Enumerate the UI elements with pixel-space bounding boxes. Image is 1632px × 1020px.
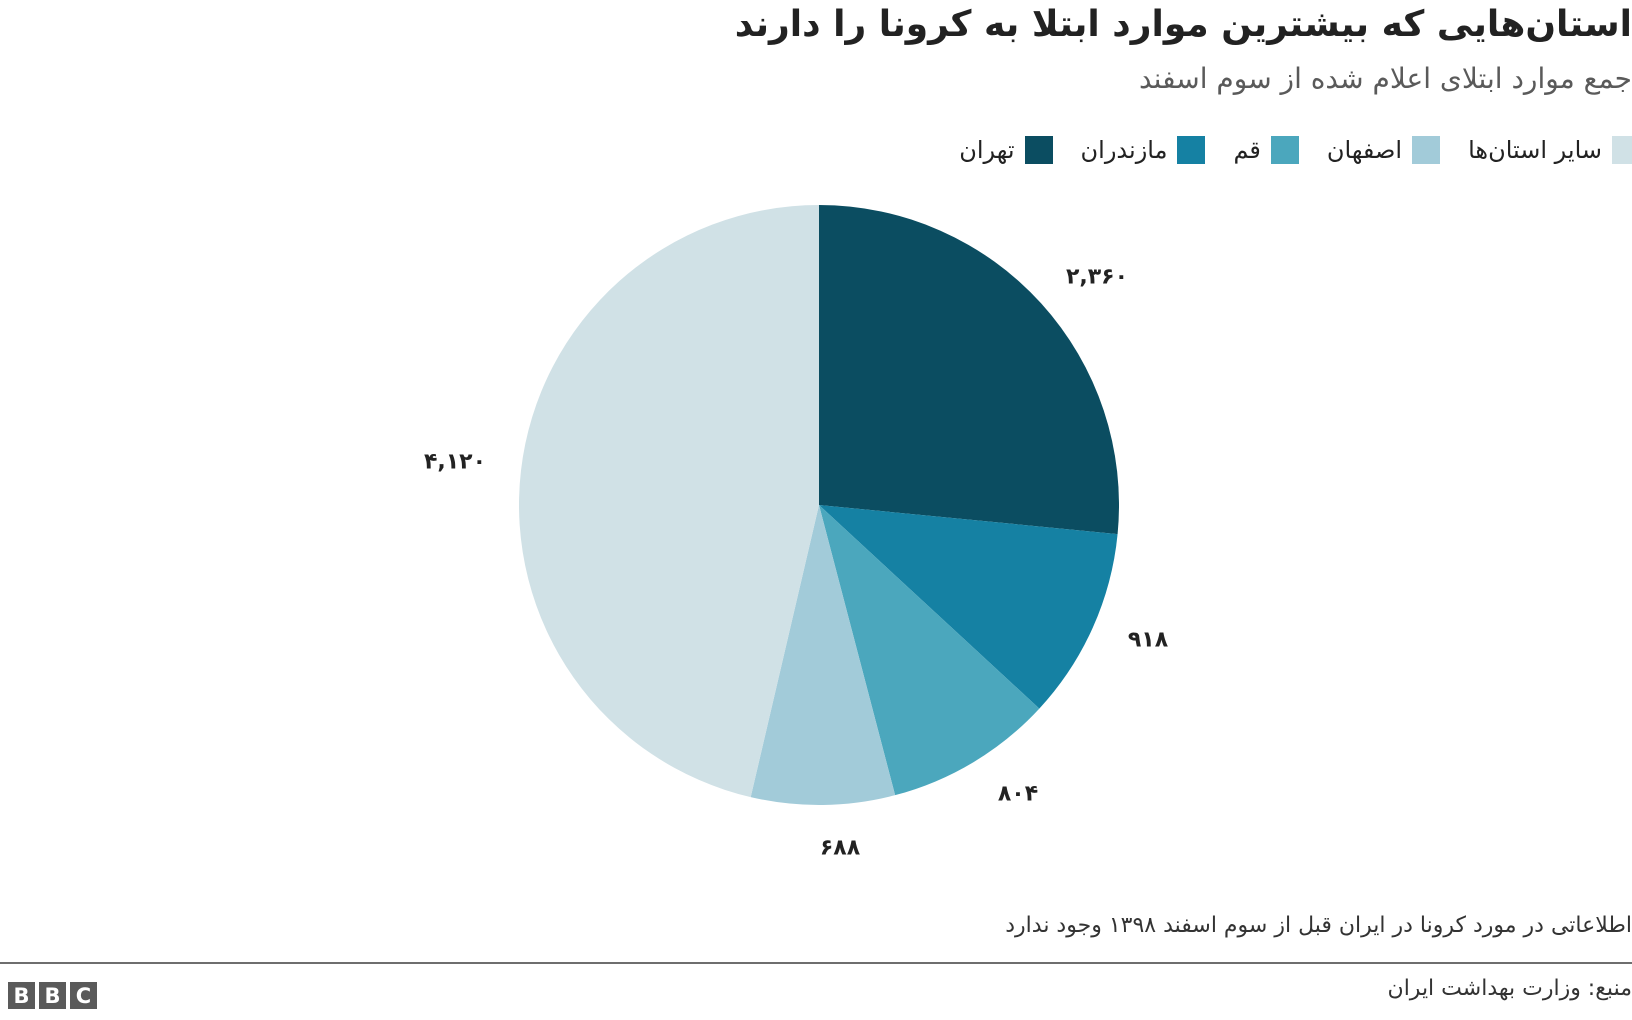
- legend-item-isfahan: اصفهان: [1326, 136, 1441, 164]
- legend-swatch-isfahan: [1412, 136, 1441, 164]
- bbc-logo: B B C: [8, 982, 97, 1009]
- chart-title: استان‌هایی که بیشترین موارد ابتلا به کرو…: [734, 4, 1632, 45]
- slice-label-isfahan: ۶۸۸: [819, 835, 861, 861]
- legend-swatch-tehran: [1024, 136, 1053, 164]
- slice-label-tehran: ۲,۳۶۰: [1065, 264, 1129, 290]
- pie-chart: ۲,۳۶۰ ۹۱۸ ۸۰۴ ۶۸۸ ۴,۱۲۰: [423, 205, 1169, 861]
- legend-swatch-others: [1612, 136, 1632, 164]
- pie-slice: [750, 505, 896, 806]
- pie-slice: [819, 505, 1040, 796]
- legend: سایر استان‌ها اصفهان قم مازندران تهران: [959, 136, 1632, 164]
- pie-slice: [819, 505, 1118, 709]
- footnote: اطلاعاتی در مورد کرونا در ایران قبل از س…: [1005, 913, 1632, 938]
- slice-label-others: ۴,۱۲۰: [423, 449, 487, 475]
- pie-slice: [819, 205, 1119, 535]
- pie-svg: [518, 205, 1119, 806]
- legend-item-tehran: تهران: [959, 136, 1053, 164]
- legend-swatch-mazandaran: [1177, 136, 1206, 164]
- bbc-logo-c: C: [70, 982, 97, 1009]
- bbc-logo-b2: B: [39, 982, 66, 1009]
- legend-label-isfahan: اصفهان: [1326, 136, 1403, 164]
- legend-label-others: سایر استان‌ها: [1468, 136, 1602, 164]
- legend-item-others: سایر استان‌ها: [1468, 136, 1632, 164]
- legend-swatch-qom: [1270, 136, 1299, 164]
- pie-slice: [518, 205, 819, 798]
- legend-label-qom: قم: [1233, 136, 1261, 164]
- bbc-logo-b1: B: [8, 982, 35, 1009]
- footer-divider: [0, 962, 1632, 964]
- legend-item-mazandaran: مازندران: [1081, 136, 1206, 164]
- legend-label-mazandaran: مازندران: [1080, 136, 1168, 164]
- slice-label-qom: ۸۰۴: [997, 781, 1039, 807]
- slice-label-mazandaran: ۹۱۸: [1127, 627, 1169, 653]
- chart-subtitle: جمع موارد ابتلای اعلام شده از سوم اسفند: [1138, 62, 1632, 95]
- source-credit: منبع: وزارت بهداشت ایران: [1387, 976, 1632, 1001]
- legend-item-qom: قم: [1233, 136, 1299, 164]
- legend-label-tehran: تهران: [959, 136, 1015, 164]
